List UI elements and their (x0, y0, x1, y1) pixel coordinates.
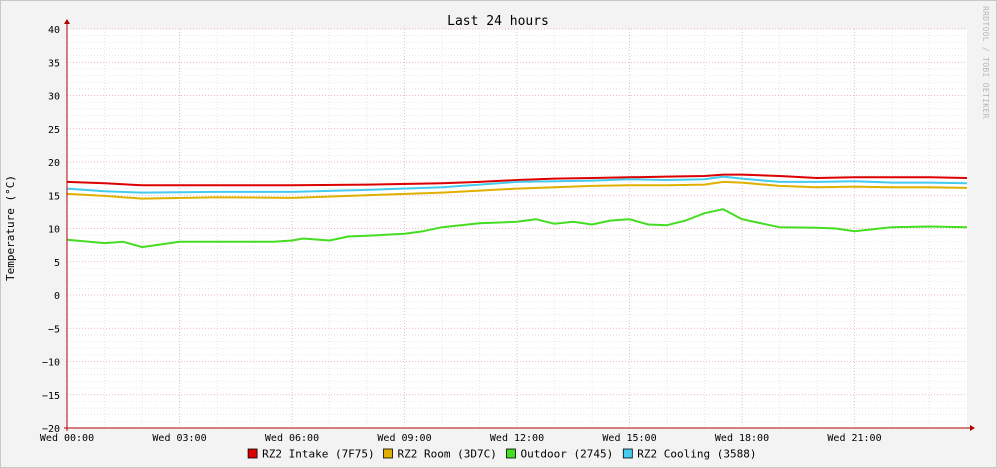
legend-swatch (622, 448, 633, 459)
chart-title: Last 24 hours (447, 14, 549, 29)
y-tick-label: 30 (48, 92, 60, 103)
y-tick-label: 35 (48, 58, 60, 69)
legend-item: RZ2 Intake (7F75) (247, 448, 375, 461)
legend-label: RZ2 Room (3D7C) (398, 448, 497, 461)
y-tick-label: 20 (48, 158, 60, 169)
y-tick-label: 40 (48, 25, 60, 36)
watermark: RRDTOOL / TOBI OETIKER (981, 6, 990, 119)
x-tick-label: Wed 03:00 (152, 433, 206, 444)
legend-label: Outdoor (2745) (521, 448, 614, 461)
x-axis-arrow (970, 425, 975, 431)
x-tick-label: Wed 15:00 (602, 433, 656, 444)
legend: RZ2 Intake (7F75) RZ2 Room (3D7C) Outdoor … (247, 448, 757, 461)
x-tick-label: Wed 21:00 (827, 433, 881, 444)
x-tick-label: Wed 00:00 (40, 433, 94, 444)
series-line-0 (66, 173, 968, 187)
y-tick-label: 15 (48, 191, 60, 202)
major-grid (66, 28, 967, 429)
x-tick-label: Wed 12:00 (490, 433, 544, 444)
series-line-3 (66, 175, 968, 194)
x-tick-label: Wed 09:00 (377, 433, 431, 444)
legend-item: RZ2 Cooling (3588) (622, 448, 757, 461)
legend-item: RZ2 Room (3D7C) (383, 448, 497, 461)
series-layer (66, 173, 968, 249)
y-tick-label: −20 (42, 424, 60, 435)
y-tick-label: −5 (48, 324, 60, 335)
legend-label: RZ2 Intake (7F75) (262, 448, 375, 461)
legend-swatch (383, 448, 393, 459)
y-axis-label: Temperature (°C) (4, 175, 17, 281)
y-tick-label: 0 (54, 291, 60, 302)
legend-swatch (506, 448, 516, 459)
legend-item: Outdoor (2745) (506, 448, 614, 461)
y-tick-label: 10 (48, 225, 60, 236)
axes (64, 19, 975, 431)
legend-label: RZ2 Cooling (3588) (637, 448, 756, 461)
y-tick-label: −15 (42, 391, 60, 402)
legend-swatch (247, 448, 258, 459)
series-line-1 (66, 180, 968, 200)
y-tick-label: −10 (42, 358, 60, 369)
x-tick-label: Wed 18:00 (715, 433, 769, 444)
x-tick-label: Wed 06:00 (265, 433, 319, 444)
y-axis-arrow (64, 19, 70, 24)
y-tick-label: 5 (54, 258, 60, 269)
series-line-2 (66, 208, 968, 249)
y-tick-label: 25 (48, 125, 60, 136)
